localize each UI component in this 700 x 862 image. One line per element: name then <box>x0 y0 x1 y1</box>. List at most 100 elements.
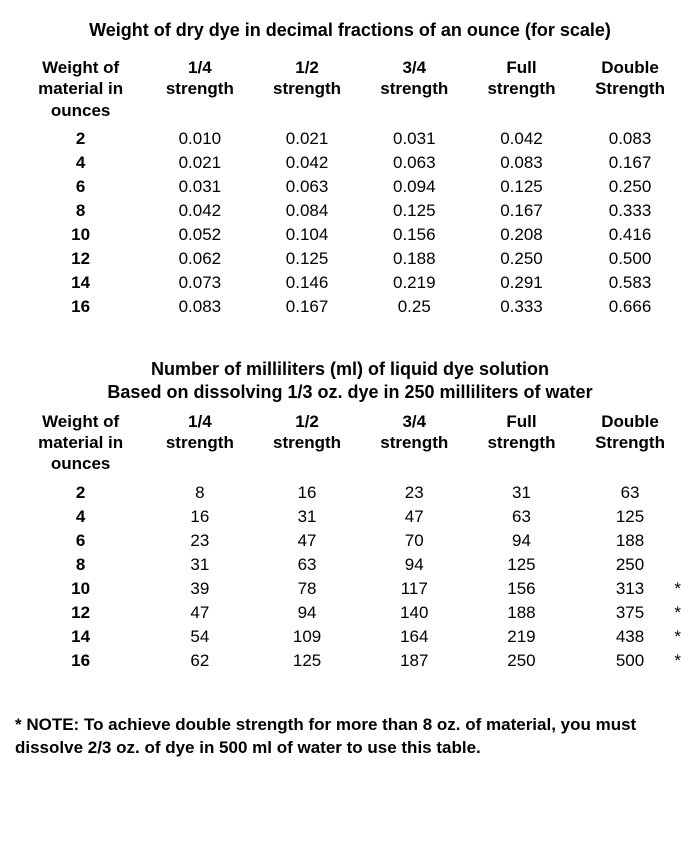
table-cell: 0.042 <box>253 151 360 175</box>
table-cell: 47 <box>253 529 360 553</box>
table-cell: 4 <box>15 505 146 529</box>
table-cell: 0.125 <box>361 199 468 223</box>
table-row: 623477094188 <box>15 529 685 553</box>
table-cell: 219 <box>468 625 575 649</box>
table-cell: 8 <box>15 199 146 223</box>
table-cell: 0.146 <box>253 271 360 295</box>
table-cell: 0.083 <box>575 127 685 151</box>
table-cell: 0.063 <box>253 175 360 199</box>
table-cell: 14 <box>15 625 146 649</box>
table-cell: 16 <box>15 649 146 673</box>
dry-dye-table: Weight ofmaterial inounces 1/4strength 1… <box>15 55 685 319</box>
table-cell: 63 <box>468 505 575 529</box>
table-cell: 375 * <box>575 601 685 625</box>
table-row: 60.0310.0630.0940.1250.250 <box>15 175 685 199</box>
table-cell: 156 <box>468 577 575 601</box>
table-cell: 23 <box>146 529 253 553</box>
table-cell: 140 <box>361 601 468 625</box>
table-cell: 188 <box>575 529 685 553</box>
table-cell: 0.083 <box>146 295 253 319</box>
footnote: * NOTE: To achieve double strength for m… <box>15 713 685 761</box>
table-cell: 6 <box>15 529 146 553</box>
table-cell: 187 <box>361 649 468 673</box>
table-row: 416314763125 <box>15 505 685 529</box>
table-cell: 125 <box>468 553 575 577</box>
table-row: 100.0520.1040.1560.2080.416 <box>15 223 685 247</box>
table-cell: 16 <box>146 505 253 529</box>
table-row: 1662125187250500 * <box>15 649 685 673</box>
table-cell: 39 <box>146 577 253 601</box>
table-cell: 94 <box>468 529 575 553</box>
table-cell: 78 <box>253 577 360 601</box>
table-cell: 4 <box>15 151 146 175</box>
table-cell: 8 <box>15 553 146 577</box>
table-cell: 8 <box>146 481 253 505</box>
table-cell: 0.188 <box>361 247 468 271</box>
table-cell: 164 <box>361 625 468 649</box>
liquid-dye-table: Weight ofmaterial inounces 1/4strength 1… <box>15 409 685 673</box>
col-header: Weight ofmaterial inounces <box>15 409 146 481</box>
table-row: 124794140188375 * <box>15 601 685 625</box>
table-cell: 0.062 <box>146 247 253 271</box>
table-row: 80.0420.0840.1250.1670.333 <box>15 199 685 223</box>
table-cell: 0.052 <box>146 223 253 247</box>
table-row: 20.0100.0210.0310.0420.083 <box>15 127 685 151</box>
table-cell: 62 <box>146 649 253 673</box>
table1-title: Weight of dry dye in decimal fractions o… <box>15 20 685 41</box>
table-cell: 0.063 <box>361 151 468 175</box>
table-cell: 0.250 <box>468 247 575 271</box>
asterisk-icon: * <box>674 579 681 599</box>
asterisk-icon: * <box>674 651 681 671</box>
table-cell: 0.250 <box>575 175 685 199</box>
table-cell: 0.219 <box>361 271 468 295</box>
table-cell: 2 <box>15 481 146 505</box>
table-cell: 0.084 <box>253 199 360 223</box>
table-cell: 12 <box>15 247 146 271</box>
table2-header-row: Weight ofmaterial inounces 1/4strength 1… <box>15 409 685 481</box>
table-cell: 54 <box>146 625 253 649</box>
table-cell: 0.167 <box>468 199 575 223</box>
table-cell: 63 <box>253 553 360 577</box>
table-cell: 94 <box>361 553 468 577</box>
table-cell: 0.25 <box>361 295 468 319</box>
table-cell: 438 * <box>575 625 685 649</box>
table-cell: 31 <box>146 553 253 577</box>
col-header: DoubleStrength <box>575 55 685 127</box>
table2-title: Number of milliliters (ml) of liquid dye… <box>15 359 685 380</box>
table-row: 103978117156313 * <box>15 577 685 601</box>
table-row: 1454109164219438 * <box>15 625 685 649</box>
table-cell: 0.583 <box>575 271 685 295</box>
table-cell: 0.094 <box>361 175 468 199</box>
table-row: 40.0210.0420.0630.0830.167 <box>15 151 685 175</box>
table-cell: 94 <box>253 601 360 625</box>
table-cell: 10 <box>15 223 146 247</box>
table-cell: 0.167 <box>575 151 685 175</box>
table-cell: 0.156 <box>361 223 468 247</box>
table-cell: 0.167 <box>253 295 360 319</box>
col-header: Weight ofmaterial inounces <box>15 55 146 127</box>
col-header: Fullstrength <box>468 55 575 127</box>
table-cell: 31 <box>253 505 360 529</box>
table-cell: 0.042 <box>468 127 575 151</box>
table-cell: 109 <box>253 625 360 649</box>
table-cell: 0.208 <box>468 223 575 247</box>
table-cell: 125 <box>253 649 360 673</box>
table-cell: 500 * <box>575 649 685 673</box>
table-cell: 0.416 <box>575 223 685 247</box>
col-header: 1/4strength <box>146 55 253 127</box>
table-cell: 2 <box>15 127 146 151</box>
table-cell: 0.333 <box>575 199 685 223</box>
col-header: 1/4strength <box>146 409 253 481</box>
col-header: 1/2strength <box>253 409 360 481</box>
table-row: 2816233163 <box>15 481 685 505</box>
table-cell: 0.125 <box>253 247 360 271</box>
table-cell: 0.042 <box>146 199 253 223</box>
table-cell: 31 <box>468 481 575 505</box>
table1-header-row: Weight ofmaterial inounces 1/4strength 1… <box>15 55 685 127</box>
table-row: 120.0620.1250.1880.2500.500 <box>15 247 685 271</box>
table-cell: 12 <box>15 601 146 625</box>
table-cell: 16 <box>253 481 360 505</box>
table-cell: 47 <box>146 601 253 625</box>
col-header: Fullstrength <box>468 409 575 481</box>
table-cell: 0.291 <box>468 271 575 295</box>
